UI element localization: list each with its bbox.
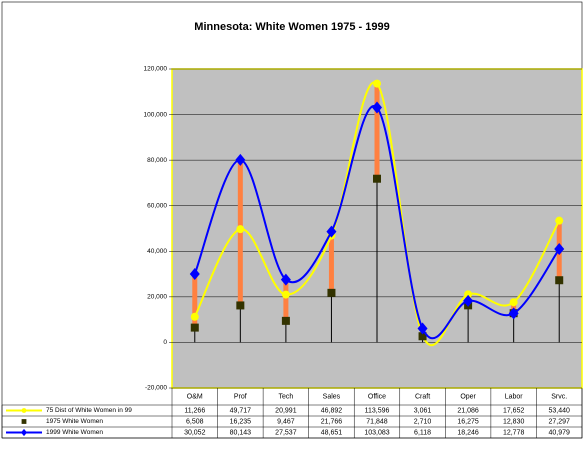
marker: [190, 323, 199, 332]
table-value: 21,766: [321, 418, 343, 425]
table-value: 16,275: [457, 418, 479, 425]
y-tick-label: -20,000: [145, 385, 167, 392]
table-value: 71,848: [366, 418, 388, 425]
table-value: 9,467: [277, 418, 295, 425]
marker: [373, 174, 381, 183]
marker: [327, 288, 336, 297]
category-label: O&M: [187, 393, 203, 400]
table-value: 16,235: [230, 418, 252, 425]
marker: [21, 408, 27, 413]
marker: [464, 290, 473, 299]
marker: [418, 332, 427, 341]
category-label: Prof: [234, 393, 247, 400]
table-value: 113,596: [365, 407, 390, 414]
table-value: 3,061: [414, 407, 432, 414]
y-tick-label: 120,000: [144, 66, 168, 73]
y-tick-label: 0: [163, 339, 167, 346]
y-tick-label: 80,000: [147, 157, 167, 164]
legend-label: 75 Dist of White Women in 99: [46, 407, 132, 414]
marker: [21, 428, 27, 437]
table-value: 20,991: [275, 407, 297, 414]
marker: [417, 322, 428, 335]
marker: [509, 298, 518, 307]
table-value: 11,266: [184, 407, 205, 414]
table-value: 18,246: [457, 429, 479, 436]
table-value: 46,892: [321, 407, 343, 414]
chart-title: Minnesota: White Women 1975 - 1999: [194, 21, 389, 33]
table-value: 6,508: [186, 418, 204, 425]
y-tick-label: 40,000: [147, 248, 167, 255]
marker: [554, 243, 565, 256]
category-label: Srvc.: [551, 393, 567, 400]
y-tick-label: 20,000: [147, 294, 167, 301]
table-value: 2,710: [414, 418, 432, 425]
y-tick-label: 100,000: [144, 111, 168, 118]
marker: [190, 312, 199, 321]
marker: [372, 101, 382, 114]
category-label: Office: [368, 393, 386, 400]
category-label: Labor: [505, 393, 524, 400]
marker: [236, 301, 245, 310]
y-tick-label: 60,000: [147, 202, 167, 209]
marker: [236, 225, 245, 234]
marker: [235, 153, 246, 166]
table-value: 80,143: [230, 429, 252, 436]
category-label: Sales: [323, 393, 341, 400]
marker: [281, 316, 290, 325]
marker: [463, 294, 474, 307]
table-value: 30,052: [184, 429, 206, 436]
table-value: 49,717: [230, 407, 252, 414]
table-value: 12,778: [503, 429, 525, 436]
legend-label: 1975 White Women: [46, 418, 103, 425]
table-value: 27,537: [275, 429, 297, 436]
table-value: 27,297: [549, 418, 571, 425]
table-value: 6,118: [414, 429, 431, 436]
marker: [21, 419, 27, 424]
category-label: Craft: [415, 393, 430, 400]
category-label: Oper: [460, 393, 476, 400]
table-value: 17,652: [503, 407, 525, 414]
table-value: 103,083: [364, 429, 389, 436]
table-value: 12,830: [503, 418, 525, 425]
category-label: Tech: [278, 393, 293, 400]
marker: [373, 79, 381, 88]
marker: [508, 307, 519, 320]
marker: [189, 267, 200, 280]
table-value: 21,086: [457, 407, 479, 414]
marker: [555, 276, 564, 285]
marker: [326, 225, 337, 238]
table-value: 40,979: [549, 429, 571, 436]
marker: [281, 290, 290, 299]
table-value: 48,651: [321, 429, 343, 436]
table-value: 53,440: [549, 407, 571, 414]
marker: [280, 273, 291, 286]
legend-label: 1999 White Women: [46, 429, 103, 436]
marker: [555, 216, 564, 225]
